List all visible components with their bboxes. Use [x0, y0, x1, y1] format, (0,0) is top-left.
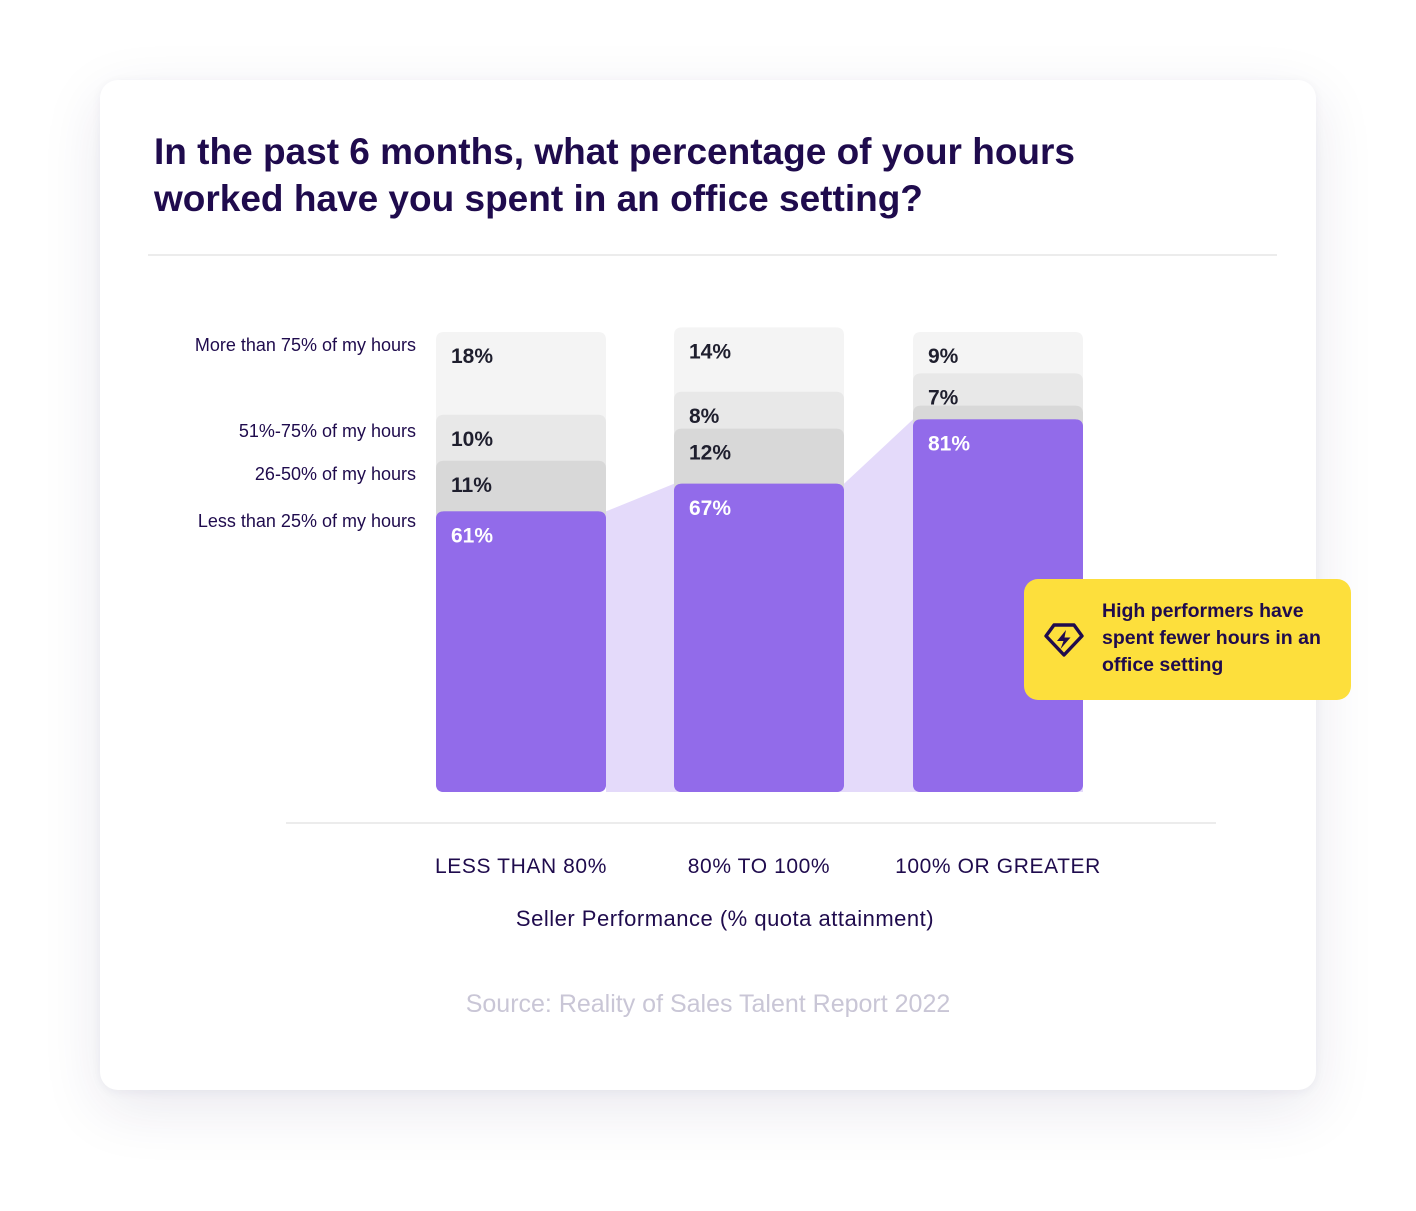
legend-label: 51%-75% of my hours	[239, 421, 416, 441]
category-label: LESS THAN 80%	[435, 855, 607, 878]
bar-segment	[436, 460, 606, 524]
callout-text: High performers have spent fewer hours i…	[1102, 600, 1321, 676]
bar-value-label: 12%	[689, 442, 731, 465]
bar-value-label: 81%	[928, 432, 970, 455]
chart-title: In the past 6 months, what percentage of…	[154, 131, 1076, 219]
bar-value-label: 9%	[928, 345, 959, 368]
bar-value-label: 14%	[689, 340, 731, 363]
bar-segment	[674, 391, 844, 441]
legend-label: More than 75% of my hours	[195, 335, 416, 355]
bar-segment	[436, 332, 606, 427]
category-label: 80% TO 100%	[688, 855, 830, 878]
bar-value-label: 18%	[451, 345, 493, 368]
title-divider	[148, 254, 1277, 256]
source-note: Source: Reality of Sales Talent Report 2…	[465, 990, 951, 1018]
bar-segment	[674, 483, 844, 792]
bar-value-label: 61%	[451, 524, 493, 547]
bar-value-label: 8%	[689, 405, 720, 428]
insight-callout: High performers have spent fewer hours i…	[1024, 579, 1351, 700]
bar-segment	[913, 332, 1083, 386]
bar-value-label: 7%	[928, 386, 959, 409]
legend-label: Less than 25% of my hours	[198, 511, 416, 531]
category-label: 100% OR GREATER	[895, 855, 1101, 878]
bar-value-label: 11%	[451, 474, 492, 497]
bar-segment	[674, 327, 844, 404]
gem-lightning-icon	[1044, 623, 1084, 657]
bar-value-label: 10%	[451, 428, 493, 451]
bar-segment	[436, 511, 606, 792]
bar-value-label: 67%	[689, 497, 731, 520]
x-axis-label: Seller Performance (% quota attainment)	[516, 906, 934, 931]
legend-label: 26-50% of my hours	[255, 464, 416, 484]
bar-segment	[674, 428, 844, 496]
bar-segment	[436, 414, 606, 473]
